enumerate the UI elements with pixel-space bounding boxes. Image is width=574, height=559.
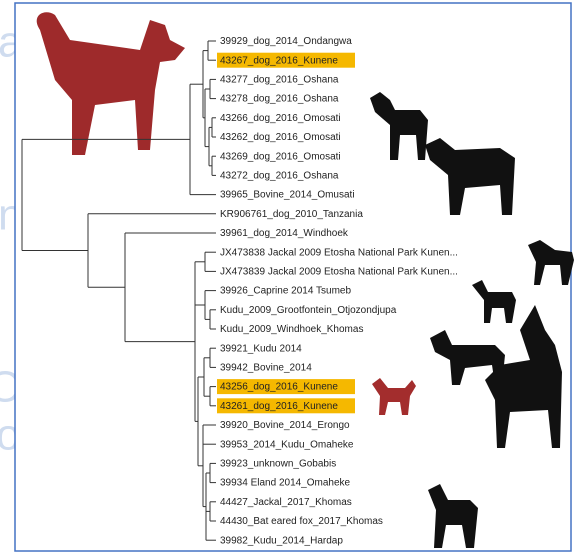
leaf-label: 43262_dog_2016_Omosati [220,132,341,143]
leaf-label: 39921_Kudu 2014 [220,343,302,354]
leaf-label: 39923_unknown_Gobabis [220,459,336,470]
leaf-label: 43269_dog_2016_Omosati [220,151,341,162]
leaf-label: Kudu_2009_Grootfontein_Otjozondjupa [220,305,397,316]
leaf-label: 39934 Eland 2014_Omaheke [220,478,351,489]
leaf-label: 44430_Bat eared fox_2017_Khomas [220,516,383,527]
leaf-label: 39982_Kudu_2014_Hardap [220,535,343,546]
leaf-label: 43266_dog_2016_Omosati [220,113,341,124]
leaf-label: JX473839 Jackal 2009 Etosha National Par… [220,267,458,278]
tree-figure: anOo 39929_dog_2014_Ondangwa43267_dog_20… [0,0,574,554]
leaf-label: 39961_dog_2014_Windhoek [220,228,349,239]
leaf-label: 39926_Caprine 2014 Tsumeb [220,286,351,297]
page: anOo 39929_dog_2014_Ondangwa43267_dog_20… [0,0,574,559]
leaf-label: 39942_Bovine_2014 [220,363,312,374]
leaf-label: 43278_dog_2016_Oshana [220,94,339,105]
leaf-label: 39953_2014_Kudu_Omaheke [220,439,354,450]
leaf-label: 39965_Bovine_2014_Omusati [220,190,355,201]
leaf-label: 39929_dog_2014_Ondangwa [220,36,352,47]
leaf-label: 39920_Bovine_2014_Erongo [220,420,350,431]
leaf-label: KR906761_dog_2010_Tanzania [220,209,363,220]
leaf-label: Kudu_2009_Windhoek_Khomas [220,324,363,335]
leaf-label: 43267_dog_2016_Kunene [220,55,338,66]
leaf-label: 43261_dog_2016_Kunene [220,401,338,412]
leaf-label: 43277_dog_2016_Oshana [220,75,339,86]
leaf-label: 44427_Jackal_2017_Khomas [220,497,352,508]
leaf-label: 43256_dog_2016_Kunene [220,382,338,393]
leaf-label: 43272_dog_2016_Oshana [220,171,339,182]
leaf-label: JX473838 Jackal 2009 Etosha National Par… [220,247,458,258]
